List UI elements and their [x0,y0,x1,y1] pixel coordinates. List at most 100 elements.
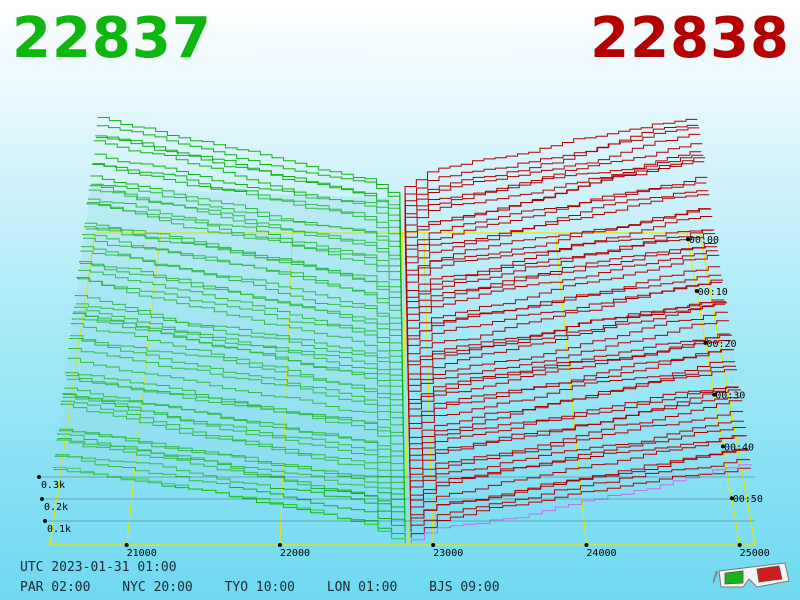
ask-depth-line [406,208,712,311]
ask-depth-line [406,246,718,345]
ask-depth-line [407,279,724,379]
bid-depth-line [62,396,405,476]
ask-depth-line [410,427,746,510]
z-tick-label: 0.1k [47,524,71,535]
bid-depth-line [66,375,405,453]
bid-depth-line [86,203,402,311]
x-tick-label: 22000 [280,548,310,559]
bid-depth-line [67,357,404,442]
grid-line [279,232,293,546]
ask-depth-line [405,154,704,266]
bid-depth-line [92,164,401,272]
grid-line [401,232,409,546]
ask-depth-line [409,365,737,453]
x-tick-mark [277,543,282,547]
bid-depth-line [97,117,401,232]
ask-depth-line [408,334,733,430]
timezone-bjs: BJS 09:00 [429,580,500,595]
ask-depth-line [404,127,700,243]
x-tick-label: 21000 [127,548,157,559]
ask-depth-line [408,349,735,442]
ask-depth-line [410,449,749,527]
ask-depth-line [408,340,732,425]
bid-depth-line [95,135,401,249]
ask-depth-line [409,387,738,464]
bid-depth-line [79,261,403,362]
ask-depth-line [409,397,740,476]
bid-wall-shade [54,188,402,490]
ask-depth-line [405,143,703,260]
bid-depth-line [87,198,402,300]
bid-depth-line [70,335,404,425]
bid-depth-line [90,175,402,283]
3d-glasses-icon[interactable] [713,559,793,591]
bid-depth-line [74,306,404,396]
ask-depth-line [407,254,720,357]
bid-depth-line [93,140,401,260]
ask-price: 22838 [590,6,790,71]
bid-depth-line [96,125,401,238]
ask-depth-line [406,229,715,328]
ask-depth-line [409,420,744,498]
time-tick-label: 00:20 [706,339,736,350]
utc-time: UTC 2023-01-31 01:00 [20,560,177,575]
timezone-tyo: TYO 10:00 [224,580,296,595]
ask-depth-line [404,118,698,232]
time-tick-label: 00:40 [724,442,754,453]
x-tick-mark [431,543,436,547]
ask-depth-line [407,274,722,368]
ask-depth-line [404,133,701,249]
bid-depth-line [69,338,404,430]
ask-depth-line [405,182,707,283]
ask-depth-line [409,400,742,487]
ask-depth-line [409,411,743,493]
time-tick-mark [694,289,699,294]
x-tick-mark [124,543,129,547]
ask-depth-line [405,190,709,294]
bid-depth-line [74,295,403,391]
bid-price: 22837 [12,6,212,71]
bid-depth-line [82,234,403,340]
time-tick-label: 00:50 [733,494,763,505]
ask-depth-line [408,302,728,402]
time-tick-label: 00:10 [698,287,728,298]
ask-depth-line [409,389,741,481]
timezone-par: PAR 02:00 [20,580,91,595]
ask-depth-line [410,459,750,533]
x-tick-mark [737,543,742,547]
ask-depth-line [405,157,706,277]
ask-depth-line [406,250,719,351]
bid-depth-line [89,185,402,289]
bid-depth-line [87,202,402,306]
bid-depth-line [63,394,405,470]
time-tick-mark [729,496,734,501]
timezone-lon: LON 01:00 [326,580,398,595]
ask-depth-line [407,303,726,391]
bid-depth-line [54,455,406,533]
bid-depth-line [75,303,403,385]
ask-depth-line [407,301,727,396]
bid-depth-line [56,439,406,521]
x-tick-label: 23000 [433,548,463,559]
bid-depth-line [88,189,402,294]
time-tick-mark [720,444,725,449]
chart-axes: 21000 22000 23000 24000 25000 0.1k 0.2k 0.3k 00:… [37,235,770,559]
ask-depth-line [405,151,702,255]
ask-depth-line [409,369,738,459]
z-tick-label: 0.2k [44,502,68,513]
ask-depth-line [406,243,717,340]
ask-depth-line [405,176,708,289]
ask-depth-line [408,311,729,408]
bid-depth-line [65,372,405,459]
ask-depth-line [408,320,730,413]
depth-lines [53,117,752,544]
ask-depth-line [410,435,745,504]
bid-depth-line [77,278,403,374]
bid-depth-line [78,269,403,368]
grid-frame [49,232,756,546]
ask-depth-line [409,386,739,470]
bid-depth-line [68,348,404,436]
timezone-row: PAR 02:00 NYC 20:00 TYO 10:00 LON 01:00 … [20,580,524,595]
bid-depth-line [55,454,406,527]
